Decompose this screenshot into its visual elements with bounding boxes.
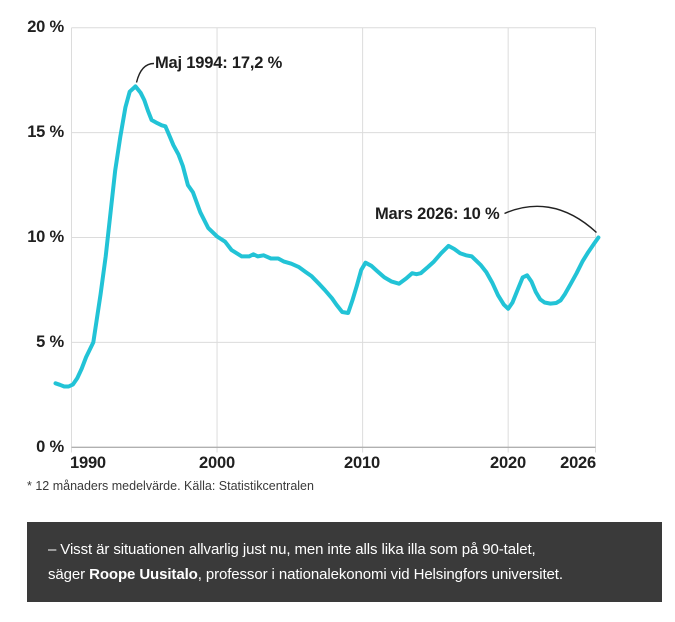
chart-footnote-source: * 12 månaders medelvärde. Källa: Statist… xyxy=(27,479,314,493)
y-tick-0: 0 % xyxy=(36,438,64,456)
x-tick-2026: 2026 xyxy=(560,454,596,472)
x-tick-2000: 2000 xyxy=(199,454,235,472)
quote-line2-prefix: säger xyxy=(48,566,90,583)
unemployment-data-line xyxy=(53,84,601,389)
y-tick-5: 5 % xyxy=(36,333,64,351)
annotation-peak-leader-line xyxy=(135,62,155,83)
quote-line1: – Visst är situationen allvarlig just nu… xyxy=(48,541,536,558)
x-tick-1990: 1990 xyxy=(70,454,106,472)
y-tick-10: 10 % xyxy=(27,228,64,246)
x-tick-2020: 2020 xyxy=(490,454,526,472)
annotation-latest-label: Mars 2026: 10 % xyxy=(375,205,500,223)
quote-line2: säger Roope Uusitalo, professor i nation… xyxy=(48,562,644,587)
annotation-latest-leader-line xyxy=(504,205,597,234)
unemployment-line-chart xyxy=(53,27,601,453)
quote-speaker-name: Roope Uusitalo xyxy=(89,566,198,583)
x-tick-2010: 2010 xyxy=(344,454,380,472)
y-tick-20: 20 % xyxy=(27,18,64,36)
quote-line2-suffix: , professor i nationalekonomi vid Helsin… xyxy=(197,566,563,583)
y-tick-15: 15 % xyxy=(27,123,64,141)
annotation-peak-label: Maj 1994: 17,2 % xyxy=(155,54,283,72)
quote-box: – Visst är situationen allvarlig just nu… xyxy=(27,522,662,602)
